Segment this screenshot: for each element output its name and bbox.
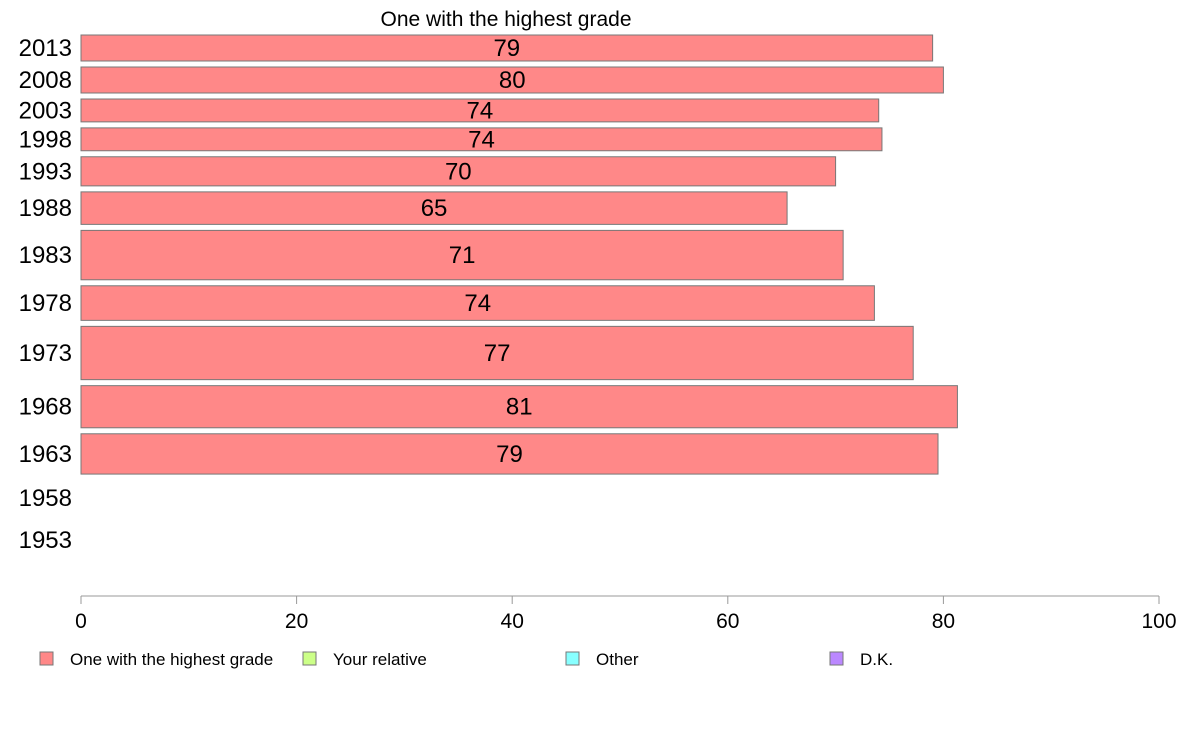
x-tick-label: 60 (716, 610, 739, 633)
y-tick-label: 1993 (19, 158, 72, 185)
data-label: 74 (468, 126, 495, 153)
y-tick-label: 1968 (19, 394, 72, 421)
data-label: 74 (467, 97, 494, 124)
data-label: 70 (445, 158, 472, 185)
y-tick-label: 1988 (19, 195, 72, 222)
y-tick-label: 1953 (19, 527, 72, 554)
data-label: 77 (484, 340, 511, 367)
bar (80, 385, 958, 429)
x-tick-label: 80 (932, 610, 955, 633)
legend-label: D.K. (860, 650, 893, 669)
x-tick-label: 0 (75, 610, 87, 633)
data-label: 81 (506, 394, 533, 421)
data-label: 79 (496, 441, 523, 468)
y-tick-label: 2013 (19, 35, 72, 62)
legend-label: One with the highest grade (70, 650, 273, 669)
y-tick-label: 2008 (19, 67, 72, 94)
chart-title: One with the highest grade (381, 8, 632, 31)
y-tick-label: 1963 (19, 441, 72, 468)
bar (80, 285, 875, 321)
x-axis: 0 20 40 60 80 100 (75, 595, 1177, 633)
bar (80, 156, 837, 187)
legend-swatch (829, 651, 844, 666)
legend-swatch (565, 651, 580, 666)
data-label: 65 (421, 195, 448, 222)
legend-label: Your relative (333, 650, 427, 669)
x-tick-label: 100 (1141, 610, 1176, 633)
x-tick-label: 40 (501, 610, 524, 633)
legend-swatch (39, 651, 54, 666)
bar (80, 433, 939, 475)
bar (80, 127, 883, 152)
data-label: 80 (499, 67, 526, 94)
legend-label: Other (596, 650, 639, 669)
bar (80, 66, 944, 94)
y-tick-label: 1958 (19, 485, 72, 512)
bar (80, 34, 934, 62)
y-tick-label: 1998 (19, 126, 72, 153)
legend: One with the highest grade Your relative O… (39, 650, 893, 669)
bar (80, 229, 844, 281)
bar (80, 191, 788, 225)
data-label: 74 (464, 290, 491, 317)
x-tick-label: 20 (285, 610, 308, 633)
bar (80, 98, 880, 123)
legend-swatch (302, 651, 317, 666)
y-tick-label: 1973 (19, 340, 72, 367)
data-label: 71 (449, 242, 476, 269)
y-tick-label: 1978 (19, 290, 72, 317)
y-tick-label: 1983 (19, 242, 72, 269)
data-label: 79 (493, 35, 520, 62)
bar (80, 325, 914, 381)
y-tick-label: 2003 (19, 97, 72, 124)
